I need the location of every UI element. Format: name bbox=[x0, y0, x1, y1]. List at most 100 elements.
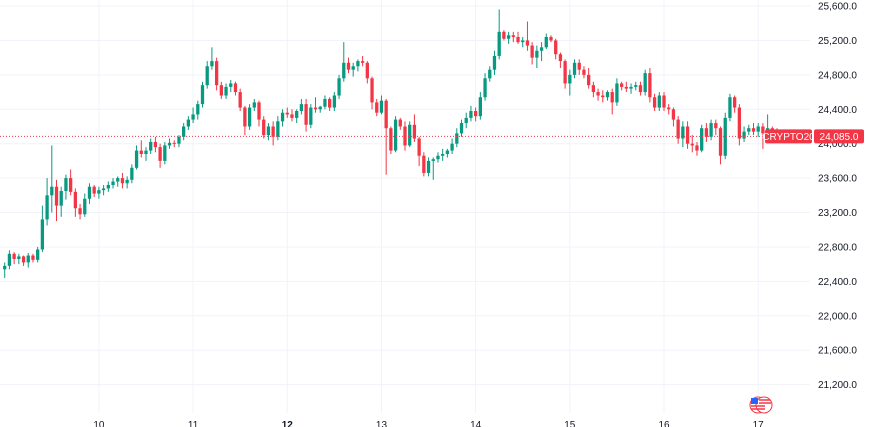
candle-up bbox=[478, 97, 482, 117]
us-flag-icon[interactable] bbox=[749, 396, 773, 414]
candle-down bbox=[328, 98, 332, 108]
candle-up bbox=[426, 160, 431, 173]
candle-down bbox=[761, 126, 765, 134]
candle-up bbox=[464, 117, 468, 124]
candle-down bbox=[233, 83, 238, 93]
date-tick-label: 10 bbox=[93, 420, 105, 427]
candle-up bbox=[83, 198, 87, 215]
candle-up bbox=[17, 256, 21, 259]
candle-up bbox=[205, 66, 209, 86]
candle-down bbox=[304, 104, 308, 125]
candle-down bbox=[685, 126, 690, 144]
candle-down bbox=[695, 145, 699, 151]
candle-up bbox=[149, 141, 153, 151]
last-price-badge: 24,085.0 bbox=[814, 129, 864, 144]
candle-up bbox=[756, 126, 760, 132]
candle-down bbox=[582, 69, 586, 75]
candle-up bbox=[200, 85, 205, 105]
candle-down bbox=[624, 86, 628, 89]
candle-down bbox=[733, 97, 737, 108]
candle-down bbox=[516, 36, 520, 43]
candle-up bbox=[728, 97, 732, 118]
candle-up bbox=[379, 100, 384, 113]
candle-up bbox=[568, 74, 572, 84]
candle-down bbox=[12, 253, 16, 259]
candle-up bbox=[64, 178, 68, 192]
candle-up bbox=[332, 95, 337, 108]
date-tick-label: 11 bbox=[188, 420, 199, 427]
candle-up bbox=[224, 86, 228, 96]
candle-down bbox=[671, 109, 676, 120]
candle-up bbox=[280, 112, 285, 122]
candle-down bbox=[158, 147, 162, 161]
candle-up bbox=[210, 61, 214, 67]
candle-up bbox=[26, 255, 30, 263]
price-tick-label: 25,200.0 bbox=[818, 36, 857, 47]
price-tick-label: 22,400.0 bbox=[818, 277, 857, 288]
candle-up bbox=[3, 265, 7, 270]
candle-up bbox=[747, 128, 751, 132]
candle-up bbox=[492, 55, 497, 70]
candle-up bbox=[455, 133, 459, 144]
candle-up bbox=[276, 121, 280, 137]
candle-down bbox=[238, 92, 242, 108]
candle-down bbox=[73, 191, 77, 209]
candle-up bbox=[535, 50, 539, 58]
candle-up bbox=[191, 114, 195, 120]
candle-down bbox=[525, 40, 530, 46]
candle-up bbox=[615, 83, 619, 103]
date-tick-label: 17 bbox=[753, 420, 765, 427]
candle-down bbox=[676, 119, 680, 139]
candle-down bbox=[68, 178, 73, 192]
candle-up bbox=[266, 126, 271, 136]
candle-down bbox=[54, 186, 59, 206]
candle-up bbox=[436, 155, 440, 160]
candle-up bbox=[186, 119, 191, 127]
candle-down bbox=[596, 92, 600, 96]
time-axis: 10 11 12 13 14 15 16 17 bbox=[93, 420, 764, 427]
candle-down bbox=[370, 78, 374, 103]
candle-down bbox=[384, 100, 388, 129]
candle-down bbox=[577, 62, 581, 70]
candle-up bbox=[497, 31, 501, 56]
candle-up bbox=[40, 219, 45, 250]
candle-down bbox=[652, 97, 657, 108]
candle-down bbox=[172, 142, 176, 144]
grid bbox=[0, 0, 810, 413]
candle-up bbox=[45, 195, 49, 220]
candle-up bbox=[408, 124, 412, 146]
candle-up bbox=[247, 107, 252, 127]
candle-up bbox=[134, 150, 139, 168]
candle-down bbox=[346, 62, 351, 70]
candle-up bbox=[101, 188, 106, 191]
price-axis: 25,600.0 25,200.0 24,800.0 24,400.0 24,000.0… bbox=[818, 2, 857, 392]
candle-down bbox=[31, 255, 35, 260]
candle-up bbox=[572, 62, 577, 75]
candle-up bbox=[299, 104, 304, 111]
price-tick-label: 22,800.0 bbox=[818, 242, 857, 253]
candle-down bbox=[502, 31, 506, 39]
candle-down bbox=[563, 61, 567, 84]
candle-up bbox=[742, 131, 746, 139]
candle-down bbox=[619, 83, 624, 87]
candle-down bbox=[648, 73, 652, 98]
candle-up bbox=[144, 150, 148, 155]
candle-down bbox=[214, 61, 219, 86]
candle-down bbox=[120, 178, 125, 184]
candle-down bbox=[751, 128, 756, 132]
candle-up bbox=[342, 62, 346, 79]
price-tick-label: 22,000.0 bbox=[818, 311, 857, 322]
candle-up bbox=[167, 142, 172, 146]
candle-up bbox=[483, 78, 487, 98]
candle-down bbox=[662, 95, 666, 108]
price-labels: CRYPTO20 24,085.0 bbox=[762, 129, 864, 144]
candle-down bbox=[243, 107, 247, 127]
candle-up bbox=[469, 110, 473, 118]
candle-down bbox=[554, 40, 558, 55]
candle-down bbox=[601, 95, 605, 98]
date-tick-label: 12 bbox=[282, 420, 294, 427]
candle-up bbox=[7, 253, 12, 266]
candle-up bbox=[723, 117, 727, 156]
